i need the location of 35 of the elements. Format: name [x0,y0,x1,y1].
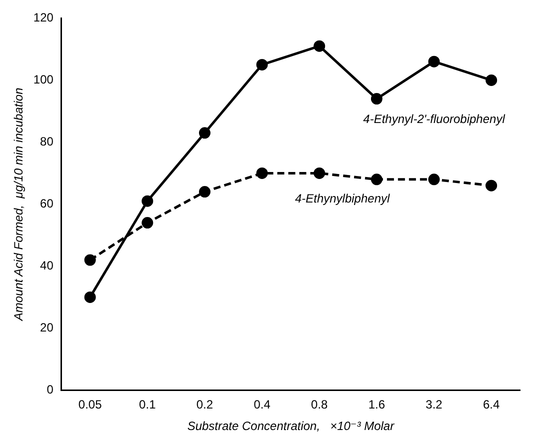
series-label: 4-Ethynyl-2'-fluorobiphenyl [363,112,506,126]
y-tick-label: 40 [40,258,54,273]
point [486,74,498,86]
point [314,40,326,52]
point [84,254,96,266]
series-label: 4-Ethynylbiphenyl [294,192,390,206]
point [314,167,326,179]
x-tick-label: 1.6 [368,398,386,412]
point [370,174,382,186]
y-axis-title: Amount Acid Formed, μg/10 min incubation [12,87,26,322]
x-tick-label: 6.4 [482,398,500,412]
point [198,186,210,198]
point [198,127,210,139]
y-tick-label: 80 [40,134,54,149]
x-tick-label: 3.2 [426,398,443,412]
y-tick-label: 60 [40,196,54,211]
point [84,291,96,303]
x-tick-label: 0.2 [196,398,214,412]
point [256,167,268,179]
y-tick-label: 20 [40,320,54,335]
x-tick-label: 0.1 [139,398,156,412]
x-tick-label: 0.8 [311,398,328,412]
point [142,217,154,229]
x-tick-label: 0.4 [254,398,271,412]
point [256,58,268,70]
y-tick-label: 0 [46,382,54,397]
point [428,56,440,68]
point [370,93,382,105]
x-tick-label: 0.05 [78,398,102,412]
point [142,195,154,207]
y-tick-label: 120 [33,10,54,25]
x-axis-title: Substrate Concentration, ×10⁻³ Molar [187,419,396,434]
point [428,174,440,186]
point [486,180,498,192]
y-tick-label: 100 [33,72,54,87]
